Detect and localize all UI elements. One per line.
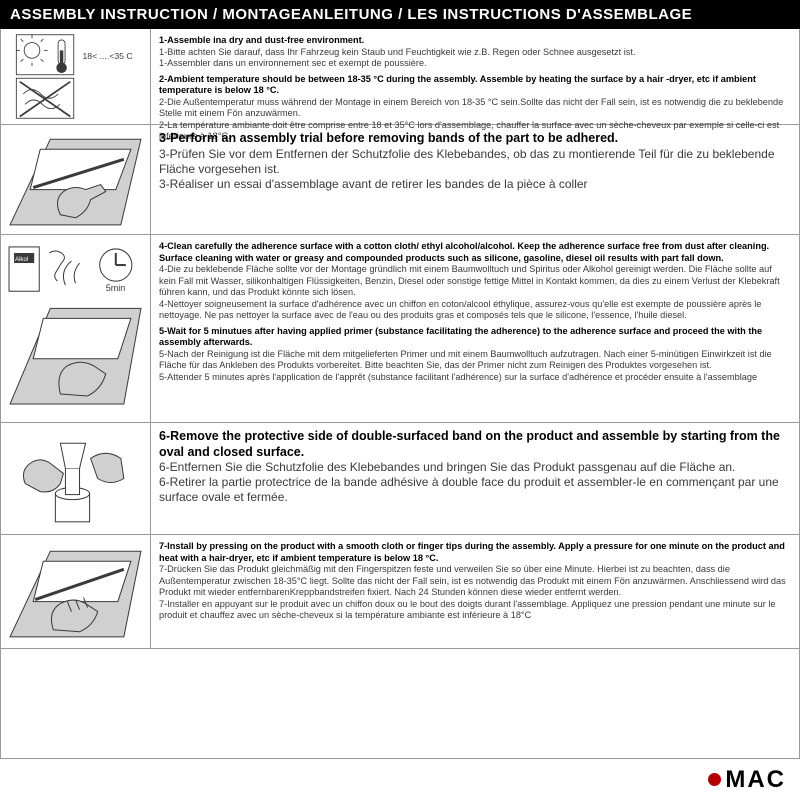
svg-text:5min: 5min xyxy=(106,283,126,293)
step-heading: 3-Perform an assembly trial before remov… xyxy=(159,131,791,147)
footer: MAC xyxy=(0,758,800,800)
svg-text:Alkol: Alkol xyxy=(15,257,28,263)
instruction-row: 18< ....<35 C 1-Assemble ina dry and dust… xyxy=(1,29,799,125)
step-heading: 2-Ambient temperature should be between … xyxy=(159,74,791,97)
instruction-rows: 18< ....<35 C 1-Assemble ina dry and dust… xyxy=(0,29,800,758)
page-title: ASSEMBLY INSTRUCTION / MONTAGEANLEITUNG … xyxy=(0,0,800,29)
step-translation: 4-Die zu beklebende Fläche sollte vor de… xyxy=(159,264,791,299)
svg-text:18< ....<35 C: 18< ....<35 C xyxy=(82,51,132,61)
step-translation: 5-Attender 5 minutes après l'application… xyxy=(159,372,791,384)
step-translation: 1-Assembler dans un environnement sec et… xyxy=(159,58,791,70)
step-translation: 7-Installer en appuyant sur le produit a… xyxy=(159,599,791,622)
step-translation: 5-Nach der Reinigung ist die Fläche mit … xyxy=(159,349,791,372)
clean-illustration: Alkol 5min xyxy=(1,235,151,422)
step-heading: 1-Assemble ina dry and dust-free environ… xyxy=(159,35,791,47)
step-translation: 3-Réaliser un essai d'assemblage avant d… xyxy=(159,177,791,192)
step-heading: 6-Remove the protective side of double-s… xyxy=(159,429,791,460)
step-translation: 4-Nettoyer soigneusement la surface d'ad… xyxy=(159,299,791,322)
instruction-row: 7-Install by pressing on the product wit… xyxy=(1,535,799,649)
press-illustration xyxy=(1,535,151,648)
instruction-text: 7-Install by pressing on the product wit… xyxy=(151,535,799,648)
instruction-text: 3-Perform an assembly trial before remov… xyxy=(151,125,799,234)
brand-logo: MAC xyxy=(708,766,786,794)
temp-illustration: 18< ....<35 C xyxy=(1,29,151,124)
instruction-row: 6-Remove the protective side of double-s… xyxy=(1,423,799,535)
instruction-row: Alkol 5min 4-Clean carefully the adherence… xyxy=(1,235,799,423)
instruction-text: 4-Clean carefully the adherence surface … xyxy=(151,235,799,422)
step-heading: 4-Clean carefully the adherence surface … xyxy=(159,241,791,264)
instruction-text: 6-Remove the protective side of double-s… xyxy=(151,423,799,534)
trial-illustration xyxy=(1,125,151,234)
peel-illustration xyxy=(1,423,151,534)
step-translation: 2-Die Außentemperatur muss während der M… xyxy=(159,97,791,120)
step-translation: 6-Entfernen Sie die Schutzfolie des Kleb… xyxy=(159,460,791,475)
logo-dot-icon xyxy=(708,773,721,786)
step-translation: 3-Prüfen Sie vor dem Entfernen der Schut… xyxy=(159,147,791,177)
instruction-row: 3-Perform an assembly trial before remov… xyxy=(1,125,799,235)
step-heading: 5-Wait for 5 minutues after having appli… xyxy=(159,326,791,349)
instruction-sheet: ASSEMBLY INSTRUCTION / MONTAGEANLEITUNG … xyxy=(0,0,800,800)
step-translation: 1-Bitte achten Sie darauf, dass Ihr Fahr… xyxy=(159,47,791,59)
step-heading: 7-Install by pressing on the product wit… xyxy=(159,541,791,564)
instruction-text: 1-Assemble ina dry and dust-free environ… xyxy=(151,29,799,124)
logo-text: MAC xyxy=(725,766,786,794)
step-translation: 7-Drücken Sie das Produkt gleichmäßig mi… xyxy=(159,564,791,599)
step-translation: 6-Retirer la partie protectrice de la ba… xyxy=(159,475,791,505)
